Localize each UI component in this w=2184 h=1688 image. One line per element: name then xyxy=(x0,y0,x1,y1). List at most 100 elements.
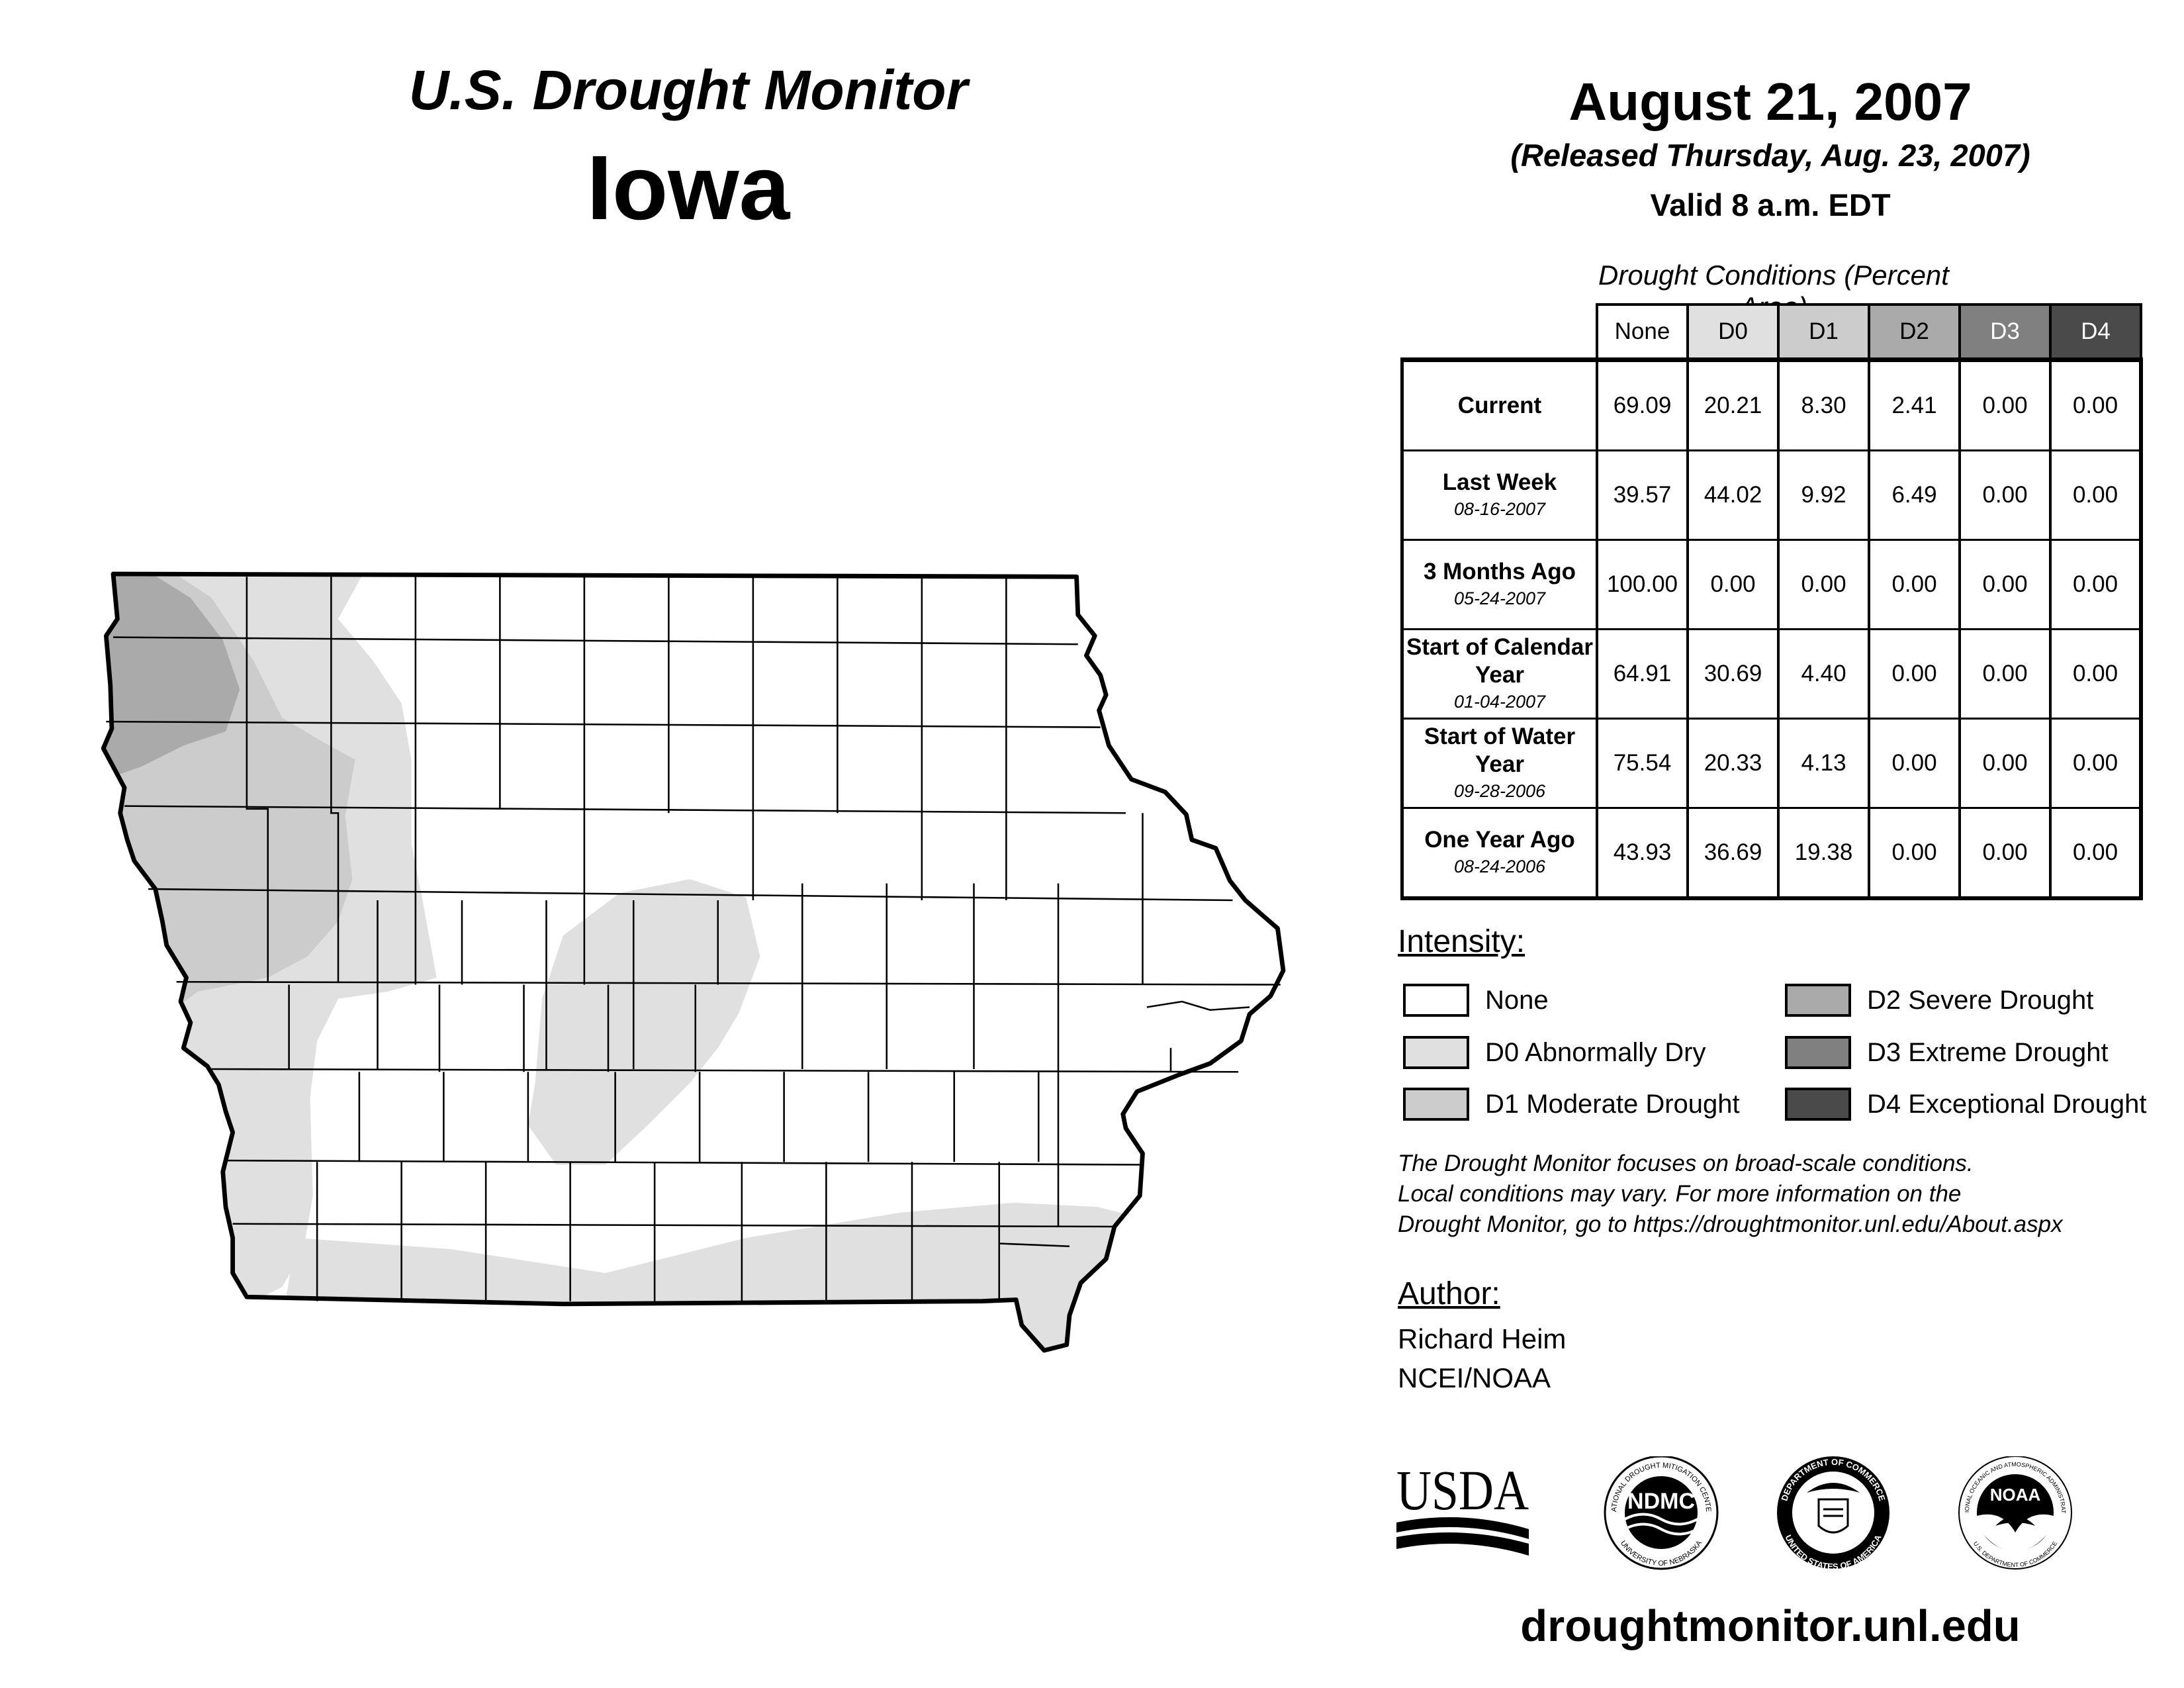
legend-item-d0: D0 Abnormally Dry xyxy=(1403,1034,1706,1071)
column-header-none: None xyxy=(1596,303,1689,361)
column-header-d3: D3 xyxy=(1958,303,2052,361)
table-cell-d0: 36.69 xyxy=(1686,807,1780,900)
table-row: Start of Water Year 09-28-2006 75.54 20.33 4… xyxy=(1400,718,2143,809)
table-cell-d0: 30.69 xyxy=(1686,628,1780,720)
table-cell-none: 39.57 xyxy=(1596,449,1689,541)
note-line-3: Drought Monitor, go to https://droughtmo… xyxy=(1398,1211,2063,1237)
drought-conditions-table: None D0 D1 D2 D3 D4 Current 69.09 20.21 8.3… xyxy=(1400,303,2143,900)
column-header-d2: D2 xyxy=(1868,303,1961,361)
map-title-program: U.S. Drought Monitor xyxy=(408,59,968,121)
ndmc-logo-text: NDMC xyxy=(1627,1489,1695,1514)
usda-logo: USDA xyxy=(1396,1458,1529,1556)
table-row: Start of Calendar Year 01-04-2007 64.91 30.… xyxy=(1400,628,2143,720)
table-cell-d0: 20.21 xyxy=(1686,357,1780,451)
table-cell-d3: 0.00 xyxy=(1958,628,2052,720)
table-cell-d3: 0.00 xyxy=(1958,539,2052,630)
release-date: (Released Thursday, Aug. 23, 2007) xyxy=(1510,138,2030,173)
d2-area-northwest xyxy=(103,574,240,776)
table-cell-d3: 0.00 xyxy=(1958,449,2052,541)
table-body: Current 69.09 20.21 8.30 2.41 0.00 0.00 Last We… xyxy=(1400,357,2143,900)
table-cell-d4: 0.00 xyxy=(2049,628,2143,720)
table-cell-d4: 0.00 xyxy=(2049,449,2143,541)
legend-item-d4: D4 Exceptional Drought xyxy=(1785,1086,2146,1123)
table-cell-d2: 0.00 xyxy=(1868,718,1961,809)
row-label-text: Start of Water Year xyxy=(1424,724,1576,777)
partner-logos: USDA NDMC NATIONAL DROUGHT MITIGATION CE… xyxy=(1396,1456,2072,1571)
iowa-state-outline xyxy=(101,571,1286,1353)
ndmc-logo: NDMC NATIONAL DROUGHT MITIGATION CENTER … xyxy=(1604,1456,1719,1570)
legend-swatch-d4 xyxy=(1785,1088,1851,1121)
table-cell-none: 75.54 xyxy=(1596,718,1689,809)
table-cell-d2: 0.00 xyxy=(1868,539,1961,630)
legend-item-none: None xyxy=(1403,982,1549,1019)
row-label-date: 08-16-2007 xyxy=(1453,499,1546,519)
table-cell-d1: 19.38 xyxy=(1777,807,1870,900)
note-line-2: Local conditions may vary. For more info… xyxy=(1398,1181,1962,1207)
legend-item-d3: D3 Extreme Drought xyxy=(1785,1034,2109,1071)
d1-area-west xyxy=(103,574,355,1013)
legend-label-d2: D2 Severe Drought xyxy=(1867,985,2094,1015)
footer-website-url[interactable]: droughtmonitor.unl.edu xyxy=(1520,1601,2021,1651)
legend-title: Intensity: xyxy=(1398,924,1525,959)
table-cell-none: 100.00 xyxy=(1596,539,1689,630)
row-label-date: 08-24-2006 xyxy=(1453,857,1546,876)
table-cell-d1: 9.92 xyxy=(1777,449,1870,541)
table-cell-d1: 4.40 xyxy=(1777,628,1870,720)
author-name: Richard Heim xyxy=(1398,1323,1567,1354)
row-label: 3 Months Ago 05-24-2007 xyxy=(1400,539,1598,630)
map-title-state: Iowa xyxy=(586,137,790,239)
legend-swatch-none xyxy=(1403,984,1469,1017)
legend-label-d4: D4 Exceptional Drought xyxy=(1867,1089,2147,1119)
table-cell-d2: 0.00 xyxy=(1868,628,1961,720)
legend-item-d2: D2 Severe Drought xyxy=(1785,982,2093,1019)
row-label-text: Current xyxy=(1457,393,1542,418)
noaa-logo-text: NOAA xyxy=(1990,1485,2041,1505)
usda-logo-text: USDA xyxy=(1396,1458,1529,1522)
valid-time: Valid 8 a.m. EDT xyxy=(1650,187,1891,222)
legend-swatch-d0 xyxy=(1403,1036,1469,1069)
table-cell-d4: 0.00 xyxy=(2049,807,2143,900)
table-row: 3 Months Ago 05-24-2007 100.00 0.00 0.00 0.00… xyxy=(1400,539,2143,630)
row-label-text: 3 Months Ago xyxy=(1423,559,1576,585)
table-cell-none: 64.91 xyxy=(1596,628,1689,720)
table-corner xyxy=(1402,305,1598,361)
table-cell-d0: 20.33 xyxy=(1686,718,1780,809)
table-cell-d1: 4.13 xyxy=(1777,718,1870,809)
row-label-date: 05-24-2007 xyxy=(1453,588,1546,608)
table-cell-d0: 0.00 xyxy=(1686,539,1780,630)
table-cell-d3: 0.00 xyxy=(1958,718,2052,809)
legend-item-d1: D1 Moderate Drought xyxy=(1403,1086,1740,1123)
table-row: Current 69.09 20.21 8.30 2.41 0.00 0.00 xyxy=(1400,357,2143,451)
table-cell-d2: 6.49 xyxy=(1868,449,1961,541)
table-row: One Year Ago 08-24-2006 43.93 36.69 19.38 0.0… xyxy=(1400,807,2143,900)
row-label: Last Week 08-16-2007 xyxy=(1400,449,1598,541)
author-organization: NCEI/NOAA xyxy=(1398,1362,1551,1393)
legend-label-d3: D3 Extreme Drought xyxy=(1867,1037,2109,1067)
author-title: Author: xyxy=(1398,1276,1500,1311)
row-label: Current xyxy=(1400,357,1598,451)
legend-label-none: None xyxy=(1485,985,1549,1015)
noaa-logo: NOAA NATIONAL OCEANIC AND ATMOSPHERIC AD… xyxy=(1958,1456,2072,1570)
table-row: Last Week 08-16-2007 39.57 44.02 9.92 6.49 0.0… xyxy=(1400,449,2143,541)
table-cell-d2: 0.00 xyxy=(1868,807,1961,900)
column-header-d4: D4 xyxy=(2049,303,2142,361)
legend-label-d1: D1 Moderate Drought xyxy=(1485,1089,1740,1119)
table-cell-d4: 0.00 xyxy=(2049,718,2143,809)
column-header-d1: D1 xyxy=(1777,303,1870,361)
legend-label-d0: D0 Abnormally Dry xyxy=(1485,1037,1706,1067)
table-cell-none: 69.09 xyxy=(1596,357,1689,451)
row-label-text: Last Week xyxy=(1442,469,1557,495)
d0-area-central xyxy=(527,879,760,1165)
table-header-row: None D0 D1 D2 D3 D4 xyxy=(1402,303,2142,361)
row-label-date: 01-04-2007 xyxy=(1453,692,1546,712)
disclaimer-note: The Drought Monitor focuses on broad-sca… xyxy=(1398,1149,2179,1240)
column-header-d0: D0 xyxy=(1686,303,1780,361)
map-date: August 21, 2007 xyxy=(1569,72,1972,131)
legend-swatch-d1 xyxy=(1403,1088,1469,1121)
row-label-text: One Year Ago xyxy=(1424,827,1575,853)
legend-swatch-d2 xyxy=(1785,984,1851,1017)
table-cell-d0: 44.02 xyxy=(1686,449,1780,541)
row-label-date: 09-28-2006 xyxy=(1453,781,1546,801)
county-boundaries xyxy=(106,577,1281,1301)
row-label: Start of Water Year 09-28-2006 xyxy=(1400,718,1598,809)
